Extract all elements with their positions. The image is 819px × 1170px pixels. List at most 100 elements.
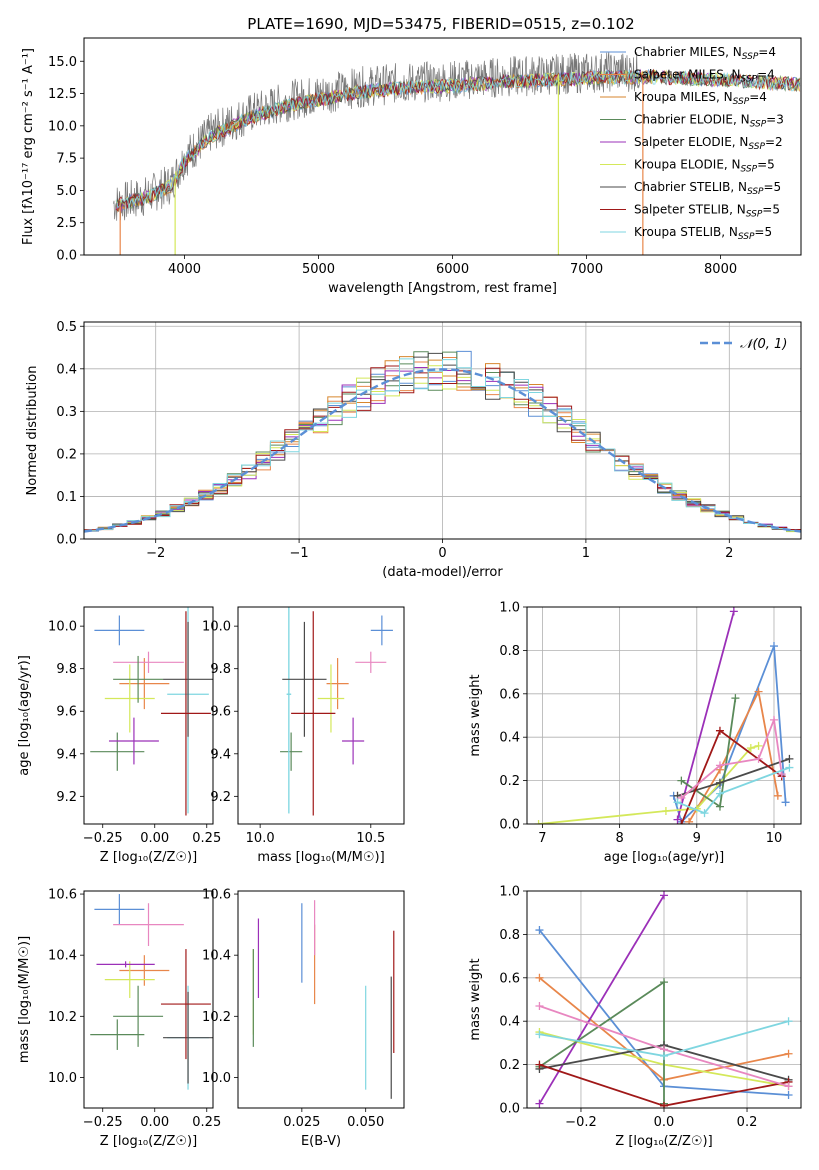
weight-point-marker (673, 798, 682, 807)
legend-label-text: Salpeter STELIB, N (634, 203, 746, 217)
legend-label-count: =4 (758, 45, 776, 59)
weight-point-marker (731, 694, 740, 703)
y-tick-label: 10.0 (48, 1071, 77, 1086)
x-axis-label: Z [log₁₀(Z/Z☉)] (615, 1134, 712, 1149)
weight-point-marker (685, 817, 694, 824)
y-tick-label: 9.4 (56, 747, 77, 762)
x-tick-label: 1 (582, 546, 590, 561)
legend-label-text: Chabrier ELODIE, N (634, 113, 750, 127)
weight-point-marker (746, 744, 755, 753)
y-tick-label: 0.0 (499, 1102, 520, 1117)
y-tick-label: 10.0 (202, 620, 231, 635)
legend-label-count: =3 (766, 113, 784, 127)
plot-area (113, 51, 801, 255)
weight-point-marker (754, 741, 763, 750)
x-tick-label: 10.0 (246, 831, 275, 846)
age-vs-mass-panel: 10.0 10.5 9.2 9.4 9.6 9.8 10.0 mass [log₁₀(M/M☉… (202, 606, 405, 865)
weight-point-marker (715, 789, 724, 798)
x-tick-label: 8000 (704, 262, 737, 277)
y-tick-label: 0.1 (56, 490, 77, 505)
legend-label: Chabrier MILES, NSSP=4 (634, 45, 776, 62)
x-axis-label: Z [log₁₀(Z/Z☉)] (100, 850, 197, 865)
weight-point-marker (729, 607, 738, 616)
weight-point-marker (785, 754, 794, 763)
x-tick-label: 7 (538, 831, 546, 846)
y-tick-label: 5.0 (56, 184, 77, 199)
weight-point-marker (534, 820, 543, 824)
plot-area (84, 350, 801, 533)
y-tick-label: 0.6 (499, 971, 520, 986)
y-tick-label: 0.2 (499, 1058, 520, 1073)
weight-point-marker (677, 776, 686, 785)
weight-point-marker (784, 1017, 793, 1026)
plot-area (534, 607, 794, 824)
y-tick-label: 2.5 (56, 216, 77, 231)
plot-area (90, 894, 213, 1090)
weight-point-marker (769, 642, 778, 651)
weight-point-marker (535, 1030, 544, 1039)
y-tick-label: 10.2 (48, 1010, 77, 1025)
age-vs-metallicity-panel: −0.25 0.00 0.25 9.2 9.4 9.6 9.8 10.0 Z [log₁₀(Z/… (17, 606, 221, 865)
weight-line-chabrier_stelib (677, 758, 790, 797)
weight-point-marker (784, 1049, 793, 1058)
weight-point-marker (535, 1060, 544, 1069)
x-axis-label: (data-model)/error (382, 565, 503, 580)
weight-point-marker (535, 973, 544, 982)
legend-label: Salpeter STELIB, NSSP=5 (634, 203, 780, 220)
model-spectrum-salpeter_stelib (115, 68, 801, 212)
model-spectrum-chabrier_stelib (115, 69, 801, 208)
y-tick-label: 0.5 (56, 320, 77, 335)
weight-point-marker (785, 763, 794, 772)
y-tick-label: 10.0 (202, 1071, 231, 1086)
legend-label: Kroupa STELIB, NSSP=5 (634, 225, 772, 242)
legend-label-text: Kroupa MILES, N (634, 90, 733, 104)
axes-frame (83, 890, 214, 1109)
histogram-kroupa_stelib (84, 358, 801, 532)
y-tick-label: 10.0 (48, 119, 77, 134)
y-tick-label: 0.0 (499, 818, 520, 833)
y-tick-label: 1.0 (499, 601, 520, 616)
x-tick-label: 9 (693, 831, 701, 846)
weight-line-kroupa_stelib (677, 766, 790, 815)
legend-label: 𝒩(0, 1) (740, 337, 787, 352)
legend-label-subscript: SSP (741, 165, 758, 175)
x-tick-label: 5000 (302, 262, 335, 277)
y-tick-label: 9.6 (210, 705, 231, 720)
legend-label-count: =4 (757, 68, 775, 82)
legend-label-text: Kroupa ELODIE, N (634, 158, 741, 172)
legend-label-text: Salpeter ELODIE, N (634, 135, 748, 149)
legend-label-count: =5 (754, 225, 772, 239)
x-tick-label: 0.25 (192, 831, 221, 846)
x-axis-label: E(B-V) (301, 1134, 341, 1149)
x-axis-label: Z [log₁₀(Z/Z☉)] (100, 1134, 197, 1149)
y-tick-label: 12.5 (48, 87, 77, 102)
x-tick-label: −0.25 (83, 831, 123, 846)
normal-curve (84, 368, 801, 533)
y-tick-label: 10.2 (202, 1010, 231, 1025)
x-tick-label: 0.00 (140, 1115, 169, 1130)
y-tick-label: 0.6 (499, 687, 520, 702)
weight-line-salpeter_elodie (538, 894, 665, 1105)
weight-point-marker (715, 726, 724, 735)
weight-point-marker (700, 809, 709, 818)
y-tick-label: 1.0 (499, 885, 520, 900)
legend-label-subscript: SSP (750, 120, 767, 130)
weight-point-marker (677, 793, 686, 802)
weight-point-marker (535, 926, 544, 935)
legend-label-subscript: SSP (747, 187, 764, 197)
weight-point-marker (715, 761, 724, 770)
legend-label: Kroupa ELODIE, NSSP=5 (634, 158, 775, 175)
axes-frame (237, 890, 405, 1109)
x-tick-label: −1 (290, 546, 309, 561)
model-spectrum-kroupa_elodie (115, 69, 801, 208)
x-axis-label: age [log₁₀(age/yr)] (604, 850, 725, 865)
legend-label: Chabrier ELODIE, NSSP=3 (634, 113, 784, 130)
legend-label-subscript: SSP (748, 142, 765, 152)
y-tick-label: 0.2 (56, 447, 77, 462)
axes-frame (83, 606, 214, 825)
legend-label: Salpeter ELODIE, NSSP=2 (634, 135, 783, 152)
x-tick-label: 2 (725, 546, 733, 561)
weight-point-marker (660, 978, 668, 987)
y-tick-label: 0.8 (499, 928, 520, 943)
